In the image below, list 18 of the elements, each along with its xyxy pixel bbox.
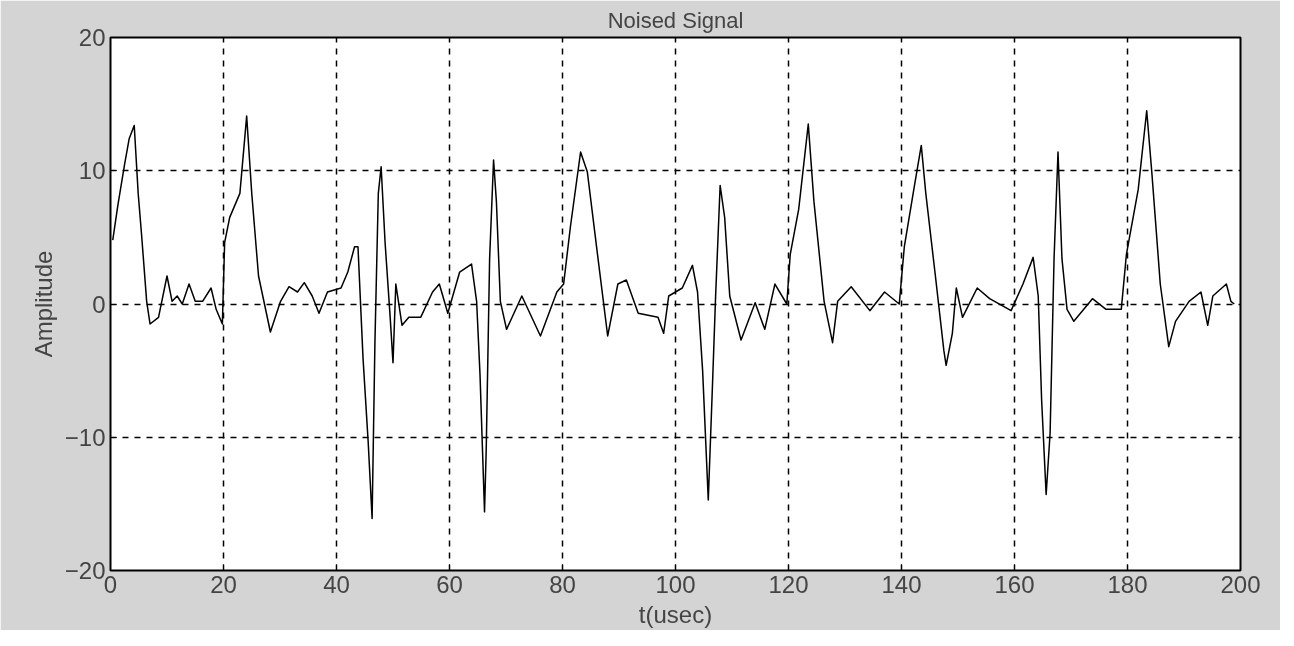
x-tick-label: 40 <box>323 570 350 598</box>
x-tick-label: 20 <box>210 570 237 598</box>
chart-title: Noised Signal <box>607 7 744 33</box>
x-tick-label: 200 <box>1220 570 1261 598</box>
x-tick-label: 60 <box>436 570 463 598</box>
x-tick-label: 80 <box>549 570 576 598</box>
y-tick-label: 0 <box>92 290 106 318</box>
x-tick-label: 120 <box>768 570 809 598</box>
y-tick-label: −10 <box>64 423 106 451</box>
x-axis-title: t(usec) <box>638 600 713 628</box>
x-tick-label: 160 <box>994 570 1035 598</box>
x-tick-label: 100 <box>655 570 696 598</box>
x-tick-label: 140 <box>881 570 922 598</box>
y-tick-label: 20 <box>78 24 106 51</box>
y-tick-label: −20 <box>64 557 106 584</box>
y-axis-title: Amplitude <box>29 250 57 358</box>
x-tick-label: 180 <box>1107 570 1148 598</box>
y-tick-label: 10 <box>78 157 106 185</box>
